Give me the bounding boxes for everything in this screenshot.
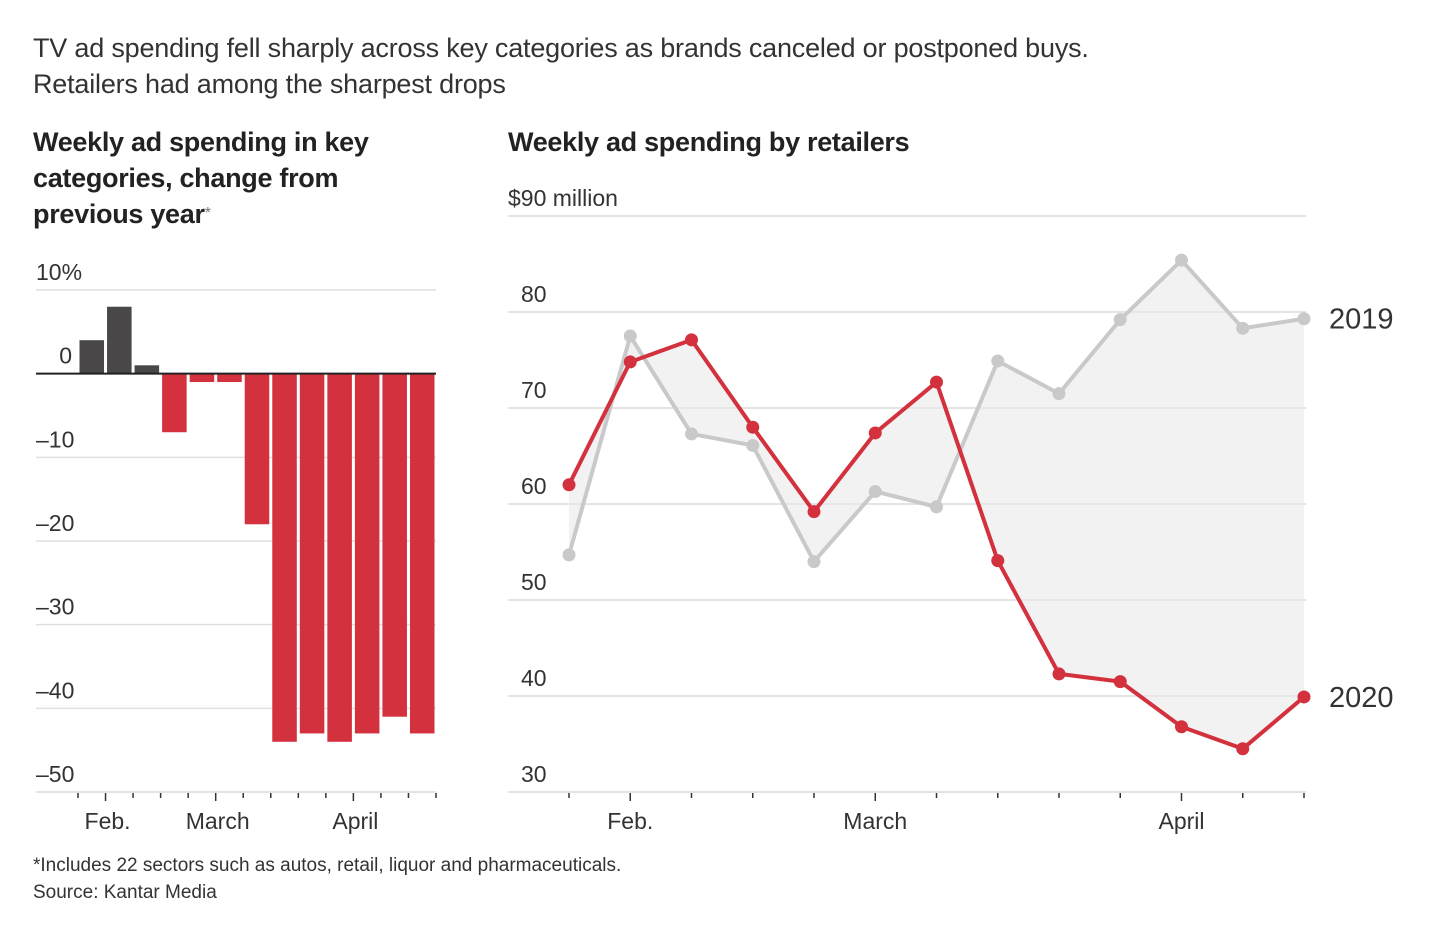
x-month-label: March bbox=[843, 808, 907, 834]
y-tick-label: 0 bbox=[59, 343, 72, 369]
data-point-2020 bbox=[623, 355, 637, 369]
right-chart-title: Weekly ad spending by retailers bbox=[508, 127, 910, 157]
x-month-label: April bbox=[332, 808, 378, 834]
x-month-label: March bbox=[186, 808, 250, 834]
data-point-2019 bbox=[868, 485, 882, 499]
data-point-2020 bbox=[1113, 675, 1127, 689]
data-point-2020 bbox=[562, 478, 576, 492]
data-point-2019 bbox=[930, 500, 943, 514]
data-point-2020 bbox=[746, 420, 760, 434]
bar-negative bbox=[272, 373, 297, 742]
footnote: *Includes 22 sectors such as autos, reta… bbox=[33, 852, 621, 906]
bar-negative bbox=[189, 373, 215, 383]
x-month-label: Feb. bbox=[85, 808, 131, 834]
data-point-2020 bbox=[1175, 720, 1188, 734]
series-label-2019: 2019 bbox=[1329, 304, 1394, 336]
data-point-2019 bbox=[746, 438, 760, 452]
data-point-2020 bbox=[868, 426, 882, 440]
x-month-label: April bbox=[1158, 808, 1204, 834]
y-tick-label: 70 bbox=[521, 377, 547, 403]
bar-positive bbox=[134, 365, 160, 374]
y-tick-label: 50 bbox=[521, 569, 547, 595]
data-point-2019 bbox=[1236, 321, 1250, 335]
headline-line-1: TV ad spending fell sharply across key c… bbox=[33, 33, 1089, 63]
headline: TV ad spending fell sharply across key c… bbox=[33, 30, 1089, 102]
bar-negative bbox=[217, 373, 242, 383]
y-tick-label: 30 bbox=[521, 761, 547, 787]
y-tick-label: –40 bbox=[36, 677, 74, 703]
data-point-2019 bbox=[623, 329, 637, 343]
data-point-2019 bbox=[562, 548, 576, 562]
bar-negative bbox=[354, 373, 380, 734]
data-point-2020 bbox=[807, 505, 821, 519]
bar-negative bbox=[244, 373, 270, 525]
left-chart-title-text: Weekly ad spending in key categories, ch… bbox=[33, 127, 369, 229]
data-point-2019 bbox=[1052, 387, 1066, 401]
data-point-2020 bbox=[991, 554, 1005, 568]
data-point-2019 bbox=[1297, 312, 1311, 326]
left-chart-title: Weekly ad spending in key categories, ch… bbox=[33, 124, 453, 232]
bar-negative bbox=[382, 373, 407, 717]
data-point-2019 bbox=[807, 555, 821, 569]
y-tick-label: –30 bbox=[36, 594, 74, 620]
series-label-2020: 2020 bbox=[1329, 682, 1394, 714]
headline-line-2: Retailers had among the sharpest drops bbox=[33, 69, 506, 99]
footnote-source: Source: Kantar Media bbox=[33, 882, 217, 903]
y-tick-label: –50 bbox=[36, 761, 74, 787]
y-tick-label: 80 bbox=[521, 281, 547, 307]
y-tick-label: –20 bbox=[36, 510, 74, 536]
bar-negative bbox=[409, 373, 435, 734]
data-point-2019 bbox=[991, 354, 1005, 368]
bar-negative bbox=[299, 373, 325, 734]
data-point-2020 bbox=[1052, 667, 1066, 681]
data-point-2020 bbox=[1297, 690, 1311, 704]
x-month-label: Feb. bbox=[607, 808, 653, 834]
data-point-2020 bbox=[930, 375, 943, 389]
data-point-2020 bbox=[1236, 742, 1250, 756]
y-tick-label: $90 million bbox=[508, 185, 618, 211]
left-bar-chart: 10% 0 –10 –20 –30 –40 –50 Feb. March April bbox=[36, 259, 437, 834]
bar-negative bbox=[327, 373, 352, 742]
bar-positive bbox=[107, 306, 132, 374]
bar-negative bbox=[162, 373, 187, 433]
y-tick-label: 40 bbox=[521, 665, 547, 691]
bar-positive bbox=[79, 340, 105, 374]
data-point-2019 bbox=[685, 427, 698, 441]
right-line-chart: $90 million 80 70 60 50 40 30 Feb. March April 201… bbox=[508, 185, 1394, 834]
data-point-2020 bbox=[685, 333, 698, 347]
data-point-2019 bbox=[1175, 253, 1188, 267]
footnote-marker: * bbox=[204, 205, 211, 222]
footnote-note: *Includes 22 sectors such as autos, reta… bbox=[33, 855, 622, 876]
y-tick-label: 10% bbox=[36, 259, 82, 285]
y-tick-label: 60 bbox=[521, 473, 547, 499]
y-tick-label: –10 bbox=[36, 426, 74, 452]
data-point-2019 bbox=[1113, 313, 1127, 327]
